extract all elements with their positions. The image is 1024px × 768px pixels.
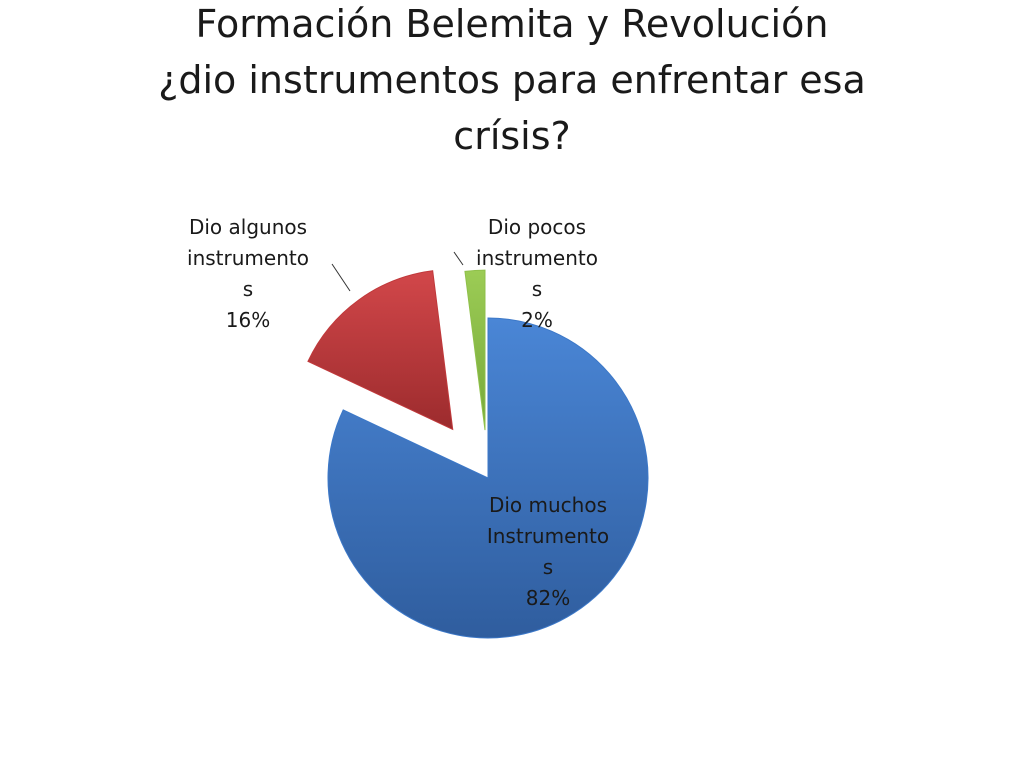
- slice-label-algunos-line-2: instrumento: [187, 246, 309, 270]
- pie-slice-muchos: [327, 317, 649, 639]
- pie-slices: [307, 269, 649, 639]
- slice-label-algunos: Dio algunos instrumento s 16%: [187, 215, 309, 332]
- leader-lines: [331, 251, 464, 292]
- slice-label-pocos: Dio pocos instrumento s 2%: [476, 215, 598, 332]
- chart-title-line-1: Formación Belemita y Revolución: [195, 2, 829, 46]
- chart-title-line-2: ¿dio instrumentos para enfrentar esa: [158, 58, 866, 102]
- slice-label-muchos-line-1: Dio muchos: [489, 493, 607, 517]
- pie-slice-algunos: [307, 270, 454, 431]
- slice-label-muchos-line-4: 82%: [526, 586, 570, 610]
- slice-label-algunos-line-1: Dio algunos: [189, 215, 307, 239]
- slice-label-pocos-line-2: instrumento: [476, 246, 598, 270]
- chart-title-line-3: crísis?: [453, 114, 571, 158]
- slice-label-pocos-line-3: s: [532, 277, 542, 301]
- slice-label-muchos-line-3: s: [543, 555, 553, 579]
- slice-label-muchos: Dio muchos Instrumento s 82%: [487, 493, 609, 610]
- slice-labels: Dio muchos Instrumento s 82% Dio algunos inst…: [187, 215, 609, 610]
- slice-label-muchos-line-2: Instrumento: [487, 524, 609, 548]
- pie-slice-pocos: [464, 269, 486, 431]
- leader-line-pocos: [453, 251, 464, 266]
- leader-line-algunos: [331, 263, 351, 292]
- slice-label-pocos-line-1: Dio pocos: [488, 215, 586, 239]
- slice-label-algunos-line-4: 16%: [226, 308, 270, 332]
- slice-label-algunos-line-3: s: [243, 277, 253, 301]
- slice-label-pocos-line-4: 2%: [521, 308, 553, 332]
